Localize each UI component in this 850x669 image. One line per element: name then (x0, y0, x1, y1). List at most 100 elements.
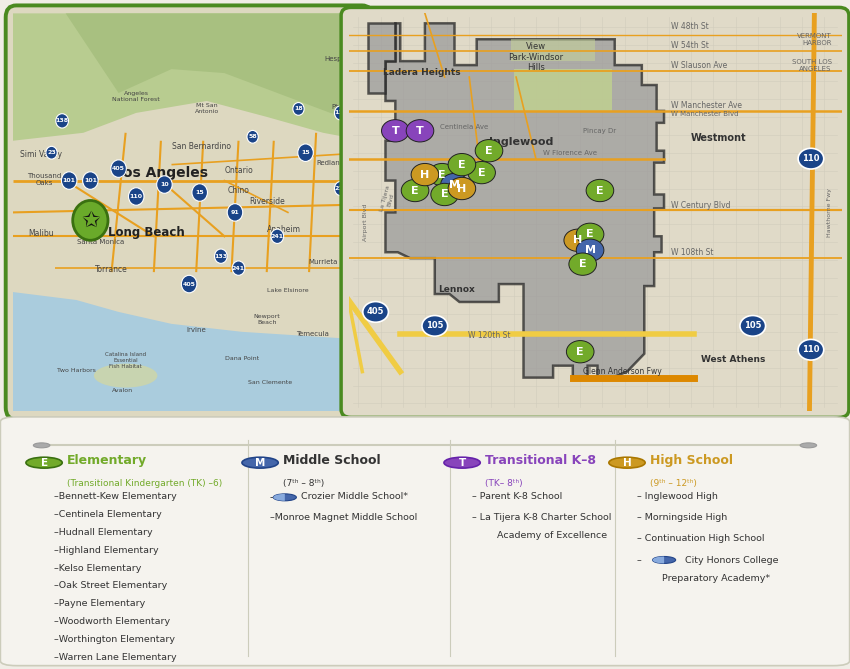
Text: Redlands: Redlands (316, 160, 348, 166)
Text: E: E (478, 168, 485, 177)
Text: Avalon: Avalon (111, 387, 133, 393)
Circle shape (576, 223, 604, 246)
Circle shape (401, 179, 429, 201)
Text: Phelan: Phelan (332, 104, 355, 110)
Polygon shape (13, 13, 366, 140)
Text: 10: 10 (160, 182, 169, 187)
Text: View
Park-Windsor
Hills: View Park-Windsor Hills (508, 42, 564, 72)
Circle shape (798, 149, 824, 169)
Text: (Transitional Kindergarten (TK) –6): (Transitional Kindergarten (TK) –6) (67, 479, 223, 488)
Text: H: H (573, 235, 582, 246)
Text: Two Harbors: Two Harbors (57, 368, 96, 373)
Circle shape (475, 140, 503, 162)
Text: 133: 133 (214, 254, 228, 259)
Text: 215: 215 (334, 186, 348, 191)
Wedge shape (653, 557, 664, 563)
Text: Malibu: Malibu (28, 229, 54, 238)
Text: E: E (411, 185, 419, 195)
Text: 101: 101 (63, 178, 76, 183)
Text: – Parent K-8 School: – Parent K-8 School (472, 492, 562, 501)
Text: Hesperia: Hesperia (324, 56, 355, 62)
Polygon shape (511, 39, 595, 61)
Text: M: M (449, 179, 460, 189)
Circle shape (406, 120, 434, 142)
Text: –Oak Street Elementary: –Oak Street Elementary (54, 581, 167, 591)
Polygon shape (386, 23, 664, 379)
Text: – Inglewood High: – Inglewood High (637, 492, 717, 501)
Text: Middle School: Middle School (283, 454, 381, 467)
Text: T: T (458, 458, 466, 468)
Text: Ladera Heights: Ladera Heights (383, 68, 461, 77)
Text: E: E (579, 259, 586, 269)
Text: San Clemente: San Clemente (248, 379, 292, 385)
Text: Lennox: Lennox (439, 285, 475, 294)
Text: Inglewood: Inglewood (489, 136, 553, 147)
Circle shape (609, 457, 645, 468)
Text: Academy of Excellence: Academy of Excellence (496, 531, 607, 540)
Text: W 120th St: W 120th St (468, 330, 510, 340)
FancyBboxPatch shape (0, 417, 850, 666)
Circle shape (431, 183, 458, 205)
Text: –Worthington Elementary: –Worthington Elementary (54, 635, 175, 644)
Text: (9ᵗʰ – 12ᵗʰ): (9ᵗʰ – 12ᵗʰ) (650, 479, 697, 488)
Text: H: H (623, 458, 632, 468)
Text: City Honors College: City Honors College (685, 555, 779, 565)
Text: E: E (586, 229, 594, 240)
Text: 15: 15 (301, 151, 310, 155)
Text: –Woodworth Elementary: –Woodworth Elementary (54, 617, 170, 626)
Text: Murrieta: Murrieta (309, 259, 337, 265)
Text: E: E (41, 458, 48, 468)
Text: W 108th St: W 108th St (672, 248, 714, 258)
Text: Dana Point: Dana Point (225, 356, 259, 361)
Text: Simi Valley: Simi Valley (20, 150, 62, 159)
Circle shape (274, 494, 297, 501)
Text: High School: High School (650, 454, 733, 467)
Circle shape (298, 144, 314, 161)
Circle shape (564, 229, 592, 252)
Text: –Centinela Elementary: –Centinela Elementary (54, 510, 162, 519)
Text: Centinela Ave: Centinela Ave (440, 124, 489, 130)
Text: T: T (416, 126, 424, 136)
Circle shape (798, 339, 824, 360)
Text: (TK– 8ᵗʰ): (TK– 8ᵗʰ) (485, 479, 523, 488)
Text: 405: 405 (112, 166, 125, 171)
FancyBboxPatch shape (341, 7, 849, 417)
Circle shape (586, 179, 614, 201)
Text: 18: 18 (294, 106, 303, 112)
Text: Riverside: Riverside (249, 197, 285, 207)
Circle shape (192, 184, 207, 201)
Text: T: T (392, 126, 400, 136)
Text: Westmont: Westmont (690, 132, 746, 142)
Text: –Hudnall Elementary: –Hudnall Elementary (54, 528, 153, 537)
Text: Angeles
National Forest: Angeles National Forest (112, 91, 160, 102)
Text: VERMONT
HARBOR: VERMONT HARBOR (797, 33, 831, 45)
Text: Glenn Anderson Fwy: Glenn Anderson Fwy (583, 367, 661, 375)
Circle shape (227, 203, 243, 221)
Polygon shape (513, 69, 612, 111)
Circle shape (214, 249, 227, 264)
Text: 110: 110 (130, 194, 143, 199)
Text: E: E (596, 185, 603, 195)
Text: – Morningside High: – Morningside High (637, 513, 727, 522)
Circle shape (82, 172, 98, 189)
Circle shape (576, 239, 604, 262)
Text: Anaheim: Anaheim (268, 225, 302, 234)
Circle shape (181, 276, 197, 293)
Circle shape (33, 443, 50, 448)
Text: 58: 58 (248, 134, 257, 139)
Polygon shape (13, 292, 366, 411)
Text: M: M (255, 458, 265, 468)
Wedge shape (274, 494, 285, 501)
Text: –Monroe Magnet Middle School: –Monroe Magnet Middle School (270, 513, 417, 522)
Text: (7ᵗʰ – 8ᵗʰ): (7ᵗʰ – 8ᵗʰ) (283, 479, 325, 488)
Ellipse shape (94, 364, 157, 387)
Text: E: E (576, 347, 584, 357)
Text: M: M (585, 246, 596, 255)
Text: 105: 105 (744, 321, 762, 330)
Text: Torrance: Torrance (95, 265, 128, 274)
Circle shape (242, 457, 278, 468)
Circle shape (271, 229, 284, 244)
Text: Crozier Middle School*: Crozier Middle School* (301, 492, 408, 501)
Text: Irvine: Irvine (186, 327, 206, 332)
Text: 101: 101 (84, 178, 97, 183)
